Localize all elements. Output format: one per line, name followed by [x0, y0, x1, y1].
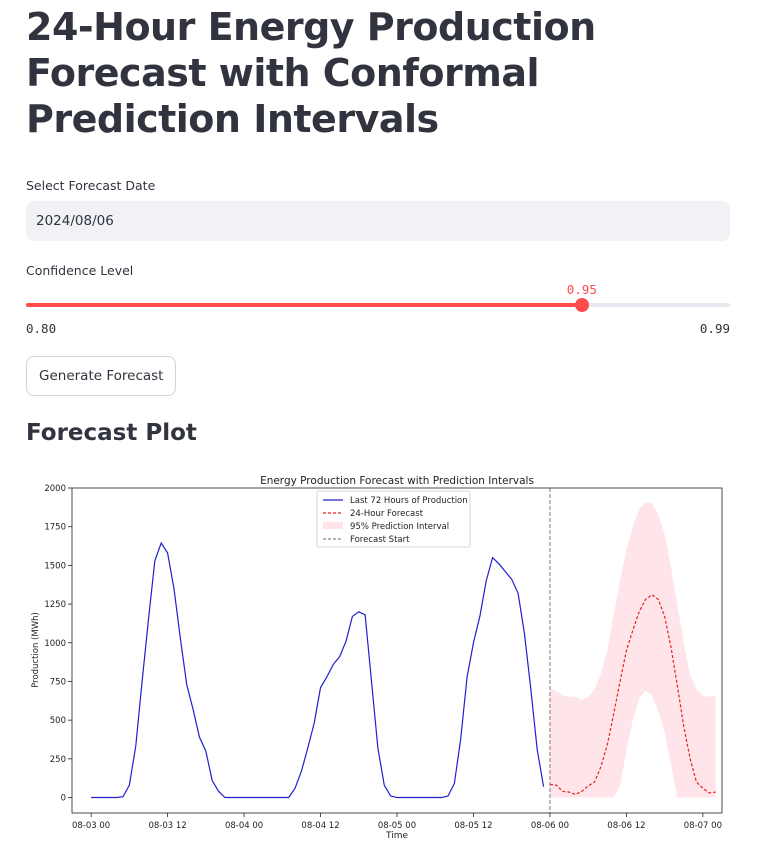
y-tick-label: 1500 — [44, 561, 66, 571]
confidence-level-label: Confidence Level — [26, 263, 134, 278]
x-axis-label: Time — [385, 831, 408, 841]
confidence-slider-max: 0.99 — [699, 321, 730, 336]
y-tick-label: 250 — [50, 755, 66, 765]
prediction-interval-band — [549, 501, 716, 798]
legend-swatch-interval — [323, 522, 343, 529]
chart-legend: Last 72 Hours of Production 24-Hour Fore… — [316, 490, 471, 548]
legend-label-interval: 95% Prediction Interval — [350, 522, 449, 532]
page-title: 24-Hour Energy Production Forecast with … — [26, 5, 596, 141]
confidence-slider-track[interactable] — [26, 303, 730, 307]
y-tick-label: 500 — [50, 716, 66, 726]
confidence-slider-fill — [26, 303, 582, 307]
x-tick-label: 08-07 00 — [684, 821, 722, 831]
section-title: Forecast Plot — [26, 420, 197, 446]
legend-label-history: Last 72 Hours of Production — [350, 496, 468, 506]
confidence-slider-value: 0.95 — [566, 282, 597, 297]
legend-label-forecast: 24-Hour Forecast — [350, 509, 424, 519]
y-tick-label: 750 — [50, 677, 66, 687]
x-tick-label: 08-03 12 — [148, 821, 186, 831]
x-tick-label: 08-03 00 — [72, 821, 110, 831]
y-tick-label: 0 — [61, 794, 66, 804]
x-tick-label: 08-05 12 — [454, 821, 492, 831]
forecast-chart-svg: Energy Production Forecast with Predicti… — [26, 468, 730, 848]
y-tick-label: 1750 — [44, 523, 66, 533]
history-line — [91, 541, 545, 799]
forecast-date-label: Select Forecast Date — [26, 178, 156, 193]
chart-title: Energy Production Forecast with Predicti… — [260, 475, 534, 487]
confidence-slider-min: 0.80 — [26, 321, 57, 336]
y-tick-label: 1250 — [44, 600, 66, 610]
x-tick-label: 08-04 12 — [301, 821, 339, 831]
y-tick-label: 1000 — [44, 639, 66, 649]
confidence-slider-thumb[interactable] — [574, 298, 589, 312]
y-tick-label: 2000 — [44, 484, 66, 494]
y-axis-label: Production (MWh) — [31, 612, 41, 688]
plot-frame — [71, 487, 723, 814]
forecast-date-input[interactable] — [26, 201, 730, 241]
forecast-chart: Energy Production Forecast with Predicti… — [26, 468, 730, 848]
x-tick-label: 08-06 12 — [607, 821, 645, 831]
x-tick-label: 08-04 00 — [225, 821, 263, 831]
generate-forecast-button[interactable]: Generate Forecast — [26, 356, 177, 396]
legend-box — [316, 490, 471, 548]
x-tick-label: 08-05 00 — [378, 821, 416, 831]
forecast-line — [549, 594, 716, 796]
x-tick-label: 08-06 00 — [531, 821, 569, 831]
legend-label-forecast-start: Forecast Start — [350, 535, 410, 545]
